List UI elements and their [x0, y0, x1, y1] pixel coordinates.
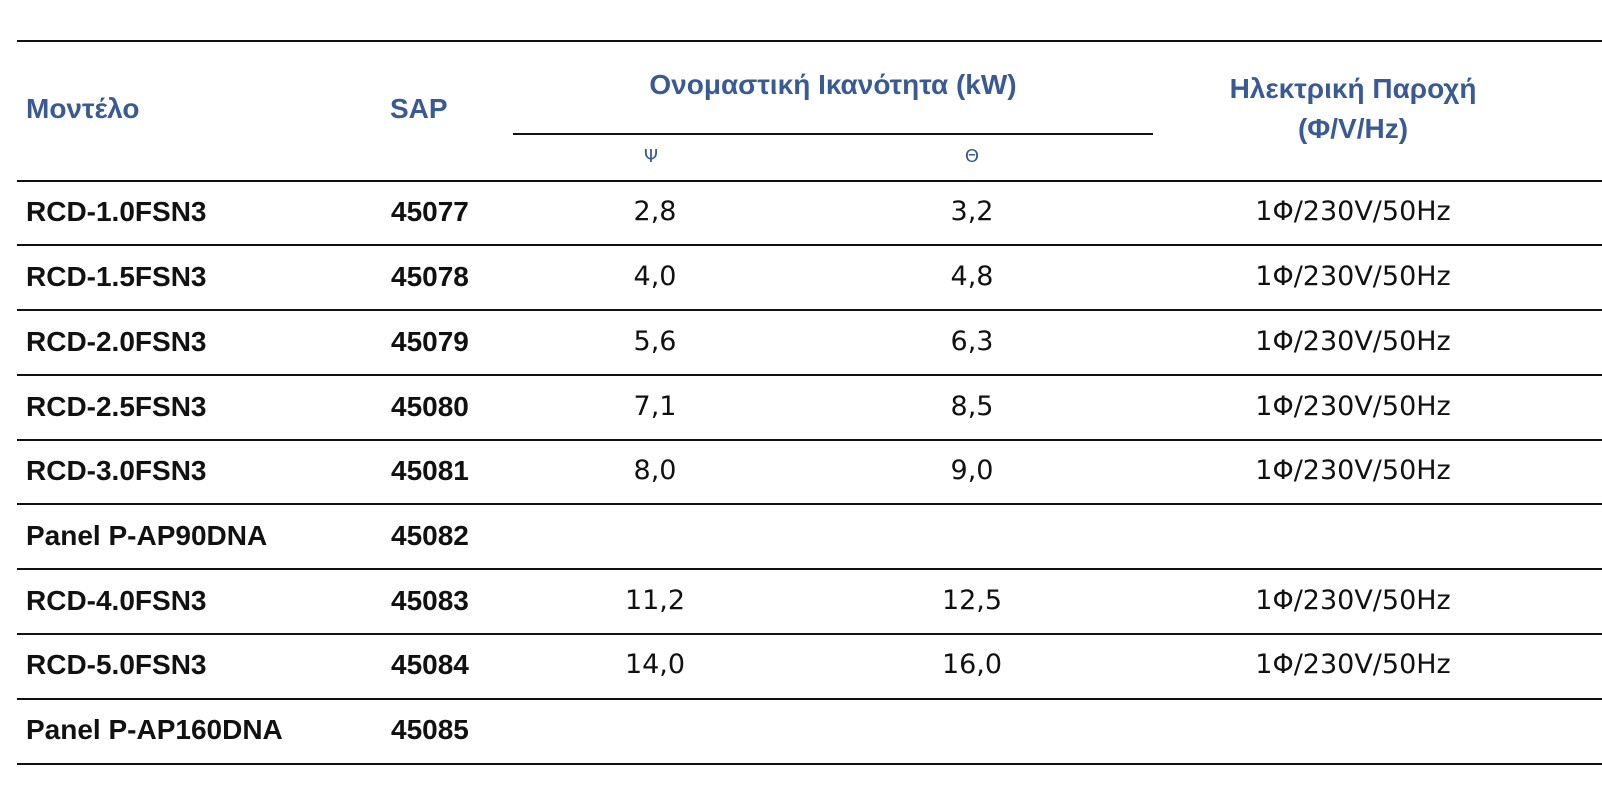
header-capacity: Ονομαστική Ικανότητα (kW): [649, 69, 1017, 100]
row-cooling: 14,0: [624, 649, 686, 680]
row-divider: [17, 439, 1602, 441]
table-bottom-rule: [17, 763, 1602, 765]
capacity-underline: [513, 133, 1153, 135]
row-cooling: 2,8: [633, 196, 677, 227]
header-bottom-rule: [17, 180, 1602, 182]
row-heating: 3,2: [950, 196, 994, 227]
row-power: 1Φ/230V/50Hz: [1255, 391, 1451, 422]
row-heating: 9,0: [950, 455, 994, 486]
row-cooling: 11,2: [624, 585, 686, 616]
row-cooling: 5,6: [633, 326, 677, 357]
row-sap: 45082: [391, 520, 469, 551]
row-power: 1Φ/230V/50Hz: [1255, 261, 1451, 292]
row-cooling: 7,1: [633, 391, 677, 422]
row-model: RCD-1.5FSN3: [26, 261, 207, 292]
row-model: RCD-4.0FSN3: [26, 585, 207, 616]
row-heating: 16,0: [941, 649, 1003, 680]
row-sap: 45083: [391, 585, 469, 616]
header-model: Μοντέλο: [26, 93, 140, 124]
row-divider: [17, 633, 1602, 635]
row-divider: [17, 309, 1602, 311]
row-heating: 4,8: [950, 261, 994, 292]
row-model: RCD-5.0FSN3: [26, 649, 207, 680]
row-heating: 8,5: [950, 391, 994, 422]
row-model: RCD-1.0FSN3: [26, 196, 207, 227]
header-cooling: Ψ: [643, 146, 659, 167]
row-heating: 12,5: [941, 585, 1003, 616]
row-heating: 6,3: [950, 326, 994, 357]
row-cooling: 8,0: [633, 455, 677, 486]
row-power: 1Φ/230V/50Hz: [1255, 455, 1451, 486]
row-sap: 45079: [391, 326, 469, 357]
header-sap: SAP: [390, 93, 448, 124]
row-divider: [17, 503, 1602, 505]
row-sap: 45081: [391, 455, 469, 486]
row-sap: 45085: [391, 714, 469, 745]
row-divider: [17, 374, 1602, 376]
row-model: RCD-2.5FSN3: [26, 391, 207, 422]
row-power: 1Φ/230V/50Hz: [1255, 196, 1451, 227]
row-sap: 45084: [391, 649, 469, 680]
table-top-rule: [17, 40, 1602, 42]
header-power-line2: (Φ/V/Hz): [1297, 113, 1409, 144]
row-power: 1Φ/230V/50Hz: [1255, 326, 1451, 357]
row-power: 1Φ/230V/50Hz: [1255, 585, 1451, 616]
header-heating: Θ: [964, 146, 980, 167]
row-divider: [17, 698, 1602, 700]
row-cooling: 4,0: [633, 261, 677, 292]
row-sap: 45077: [391, 196, 469, 227]
header-power-line1: Ηλεκτρική Παροχή: [1229, 73, 1477, 104]
row-model: Panel P-AP160DNA: [26, 714, 283, 745]
row-sap: 45080: [391, 391, 469, 422]
row-sap: 45078: [391, 261, 469, 292]
row-power: 1Φ/230V/50Hz: [1255, 649, 1451, 680]
row-model: RCD-3.0FSN3: [26, 455, 207, 486]
row-divider: [17, 568, 1602, 570]
row-model: RCD-2.0FSN3: [26, 326, 207, 357]
row-divider: [17, 244, 1602, 246]
row-model: Panel P-AP90DNA: [26, 520, 268, 551]
